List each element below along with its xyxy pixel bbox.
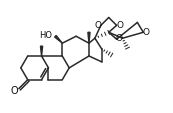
Polygon shape: [40, 47, 43, 56]
Polygon shape: [55, 36, 62, 44]
Text: HO: HO: [39, 31, 52, 39]
Text: O: O: [116, 21, 123, 30]
Text: O: O: [115, 33, 122, 42]
Text: O: O: [143, 28, 150, 36]
Text: O: O: [10, 85, 18, 95]
Text: O: O: [94, 21, 101, 30]
Polygon shape: [88, 33, 90, 44]
